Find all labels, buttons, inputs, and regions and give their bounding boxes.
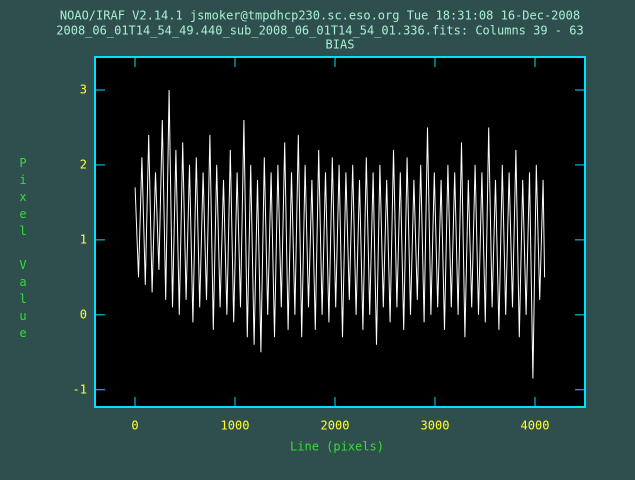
x-tick-label: 0 (131, 419, 138, 433)
x-tick-label: 1000 (221, 419, 250, 433)
chart-title: NOAO/IRAF V2.14.1 jsmoker@tmpdhcp230.sc.… (60, 9, 580, 23)
x-tick-label: 2000 (321, 419, 350, 433)
x-tick-label: 4000 (521, 419, 550, 433)
chart-subtitle: 2008_06_01T14_54_49.440_sub_2008_06_01T1… (56, 24, 583, 38)
x-axis-label: Line (pixels) (290, 440, 384, 454)
plot-title: BIAS (326, 38, 355, 52)
y-tick-label: 0 (80, 307, 87, 321)
x-tick-label: 3000 (421, 419, 450, 433)
y-tick-label: 2 (80, 157, 87, 171)
data-line (134, 89, 546, 379)
y-tick-label: 1 (80, 232, 87, 246)
y-axis-label: Pixel Value (16, 156, 30, 343)
y-tick-label: -1 (73, 382, 87, 396)
y-tick-label: 3 (80, 82, 87, 96)
